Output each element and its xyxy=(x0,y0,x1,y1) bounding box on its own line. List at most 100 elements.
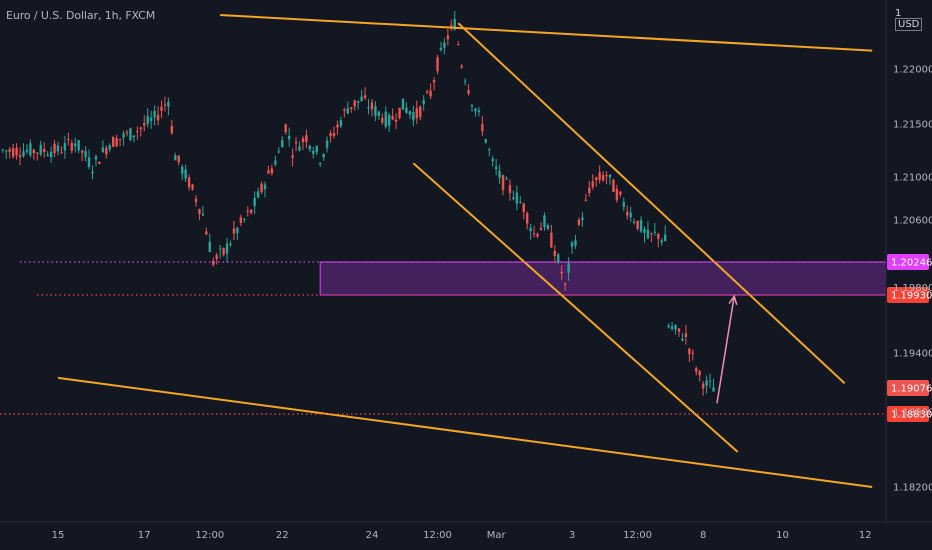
candle-body xyxy=(267,170,270,174)
price-tag-resistance-bottom xyxy=(887,287,929,303)
candle-body xyxy=(163,104,167,106)
candle-body xyxy=(660,240,663,243)
candle-body xyxy=(391,115,394,120)
candle-body xyxy=(356,100,360,103)
candle-body xyxy=(270,168,274,174)
candle-body xyxy=(446,35,450,40)
candle-body xyxy=(429,90,432,97)
candle-body xyxy=(684,333,688,337)
candle-body xyxy=(101,147,105,152)
candle-body xyxy=(432,80,436,83)
trendline-upper-channel[interactable] xyxy=(220,14,873,52)
candle-body xyxy=(80,150,84,153)
candle-body xyxy=(122,133,125,138)
candle-body xyxy=(287,135,291,140)
candle-body xyxy=(443,42,446,48)
x-tick-label: 12:00 xyxy=(195,530,224,541)
y-tick-label: 1.20600 xyxy=(893,216,932,227)
candle-body xyxy=(39,144,42,155)
x-tick-label: 3 xyxy=(569,530,575,541)
candle-body xyxy=(570,242,574,247)
currency-label: USD xyxy=(895,18,923,31)
candle-body xyxy=(519,201,522,203)
candle-body xyxy=(705,380,708,386)
trendline-descending-channel-top[interactable] xyxy=(457,22,846,384)
currency-button[interactable]: 1 USD xyxy=(892,7,932,31)
time-axis[interactable]: 15 17 12:00 22 24 12:00 Mar 3 12:00 8 10 12 xyxy=(52,530,872,541)
candle-body xyxy=(405,107,408,113)
candle-body xyxy=(388,114,391,126)
candle-body xyxy=(643,229,646,234)
candle-body xyxy=(312,150,315,154)
candle-body xyxy=(322,154,325,158)
candle-body xyxy=(584,199,588,201)
candle-body xyxy=(346,108,349,114)
candle-body xyxy=(681,338,684,341)
candle-body xyxy=(87,157,91,168)
candle-body xyxy=(422,100,425,105)
symbol-legend[interactable]: Euro / U.S. Dollar, 1h, FXCM xyxy=(6,9,156,22)
candle-body xyxy=(277,151,280,153)
candle-body xyxy=(498,170,501,178)
candle-body xyxy=(436,57,439,72)
currency-number: 1 xyxy=(895,8,902,19)
candle-body xyxy=(29,143,32,156)
y-tick-label: 1.21000 xyxy=(893,173,932,184)
candle-body xyxy=(132,135,136,138)
candle-body xyxy=(256,191,260,198)
candle-body xyxy=(253,197,256,206)
candle-body xyxy=(56,145,60,152)
candle-body xyxy=(670,326,674,330)
candle-body xyxy=(460,65,463,68)
candle-body xyxy=(712,387,715,392)
candle-body xyxy=(350,107,353,109)
candle-body xyxy=(160,106,163,111)
candle-body xyxy=(70,142,73,151)
candle-body xyxy=(581,217,584,221)
candle-body xyxy=(636,220,639,229)
candle-body xyxy=(77,140,80,151)
candle-body xyxy=(112,137,115,147)
trendline-lower-channel[interactable] xyxy=(57,376,873,488)
candle-body xyxy=(419,106,422,118)
candle-body xyxy=(574,240,577,246)
candle-body xyxy=(15,147,18,156)
candle-body xyxy=(308,145,312,150)
candle-body xyxy=(63,143,67,151)
candle-body xyxy=(639,220,643,232)
candle-body xyxy=(563,283,567,285)
candle-body xyxy=(332,133,336,137)
x-tick-label: 24 xyxy=(366,530,379,541)
candle-body xyxy=(384,111,387,127)
candle-body xyxy=(522,203,525,213)
candle-body xyxy=(218,248,222,250)
x-tick-label: 22 xyxy=(276,530,289,541)
candle-body xyxy=(212,260,215,265)
candle-body xyxy=(457,43,460,45)
candle-body xyxy=(494,166,498,170)
candle-body xyxy=(370,102,374,110)
resistance-zone[interactable] xyxy=(319,261,887,296)
projection-arrow[interactable] xyxy=(716,296,735,404)
candle-body xyxy=(43,148,46,152)
candle-body xyxy=(236,228,239,234)
price-axis[interactable]: 1.22000 1.21500 1.21000 1.20600 1.19800 1.194… xyxy=(893,65,932,494)
candle-body xyxy=(198,209,201,214)
candle-body xyxy=(501,175,505,190)
candle-body xyxy=(301,138,305,143)
candle-body xyxy=(467,90,470,94)
candle-body xyxy=(129,128,132,141)
levels-layer: 1.20246 1.19930 1.18830 1.19076 xyxy=(0,254,932,422)
candle-body xyxy=(67,139,70,141)
candle-body xyxy=(1,149,4,151)
candle-body xyxy=(491,158,494,162)
candle-body xyxy=(294,141,298,144)
candle-body xyxy=(201,213,205,216)
candle-body xyxy=(60,152,63,154)
trendline-descending-channel-bottom[interactable] xyxy=(412,162,739,453)
candle-body xyxy=(515,192,519,204)
candle-body xyxy=(425,91,429,93)
candle-body xyxy=(557,254,560,263)
